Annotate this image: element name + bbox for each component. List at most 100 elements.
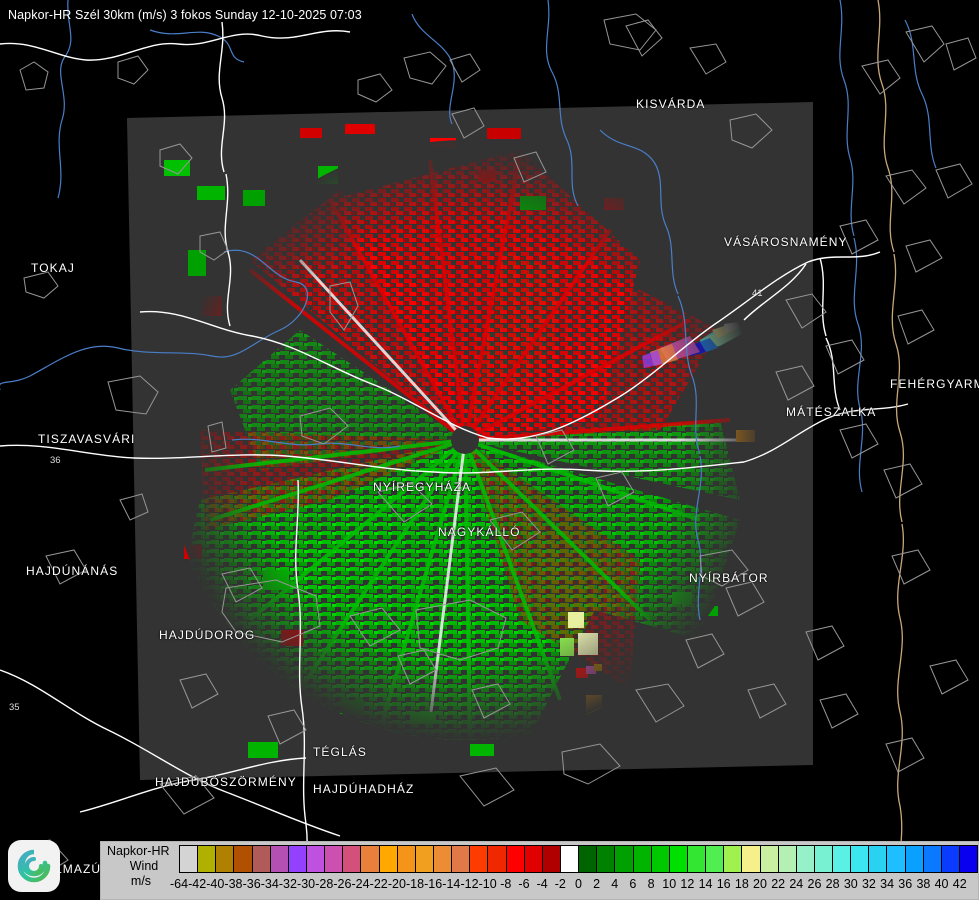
legend-tick-text: 14 [698, 877, 713, 891]
legend-tick-text: 8 [647, 877, 655, 891]
color-scale-legend: Napkor-HR Wind m/s -64 -42 -40 -38 -36 -34 -32… [100, 841, 979, 900]
legend-swatch [234, 846, 253, 872]
legend-tick-text: 26 [807, 877, 822, 891]
echo-radial-spokes [204, 154, 740, 740]
legend-tick: -18 [406, 874, 433, 896]
legend-tick-text: 2 [593, 877, 601, 891]
legend-swatch [814, 846, 834, 872]
legend-swatch [325, 846, 344, 872]
legend-tick: -64 [170, 874, 197, 896]
legend-tick: -20 [388, 874, 415, 896]
legend-tick-text: -32 [278, 877, 297, 891]
legend-tick-text: 4 [611, 877, 619, 891]
legend-swatch [833, 846, 852, 872]
city-label: HAJDÚBÖSZÖRMÉNY [155, 775, 297, 789]
legend-tick: 22 [771, 874, 796, 896]
legend-tick: -16 [424, 874, 451, 896]
legend-swatch [905, 846, 924, 872]
legend-tick: -42 [188, 874, 215, 896]
legend-swatch [524, 846, 543, 872]
legend-tick-text: -28 [315, 877, 334, 891]
legend-tick: 34 [880, 874, 905, 896]
legend-tick: 12 [680, 874, 705, 896]
legend-tick: -2 [555, 874, 578, 896]
city-label: FEHÉRGYARMAT [890, 377, 979, 391]
legend-swatch [941, 846, 961, 872]
legend-swatch [579, 846, 598, 872]
road-number-label: 35 [9, 702, 20, 713]
city-label: HAJDÚHADHÁZ [313, 782, 415, 796]
legend-swatch [869, 846, 888, 872]
legend-tick-text: -16 [424, 877, 443, 891]
legend-swatch [687, 846, 707, 872]
legend-tick: 42 [953, 874, 978, 896]
legend-swatch [397, 846, 416, 872]
legend-swatch [851, 846, 870, 872]
legend-tick-text: 10 [662, 877, 677, 891]
legend-tick-text: -12 [460, 877, 479, 891]
legend-swatch [488, 846, 507, 872]
city-label: TÉGLÁS [313, 745, 367, 759]
legend-tick-text: -10 [478, 877, 497, 891]
legend-tick-text: 38 [916, 877, 931, 891]
legend-swatch [379, 846, 398, 872]
legend-tick: 28 [826, 874, 851, 896]
legend-swatch [270, 846, 289, 872]
legend-swatch [506, 846, 525, 872]
legend-swatch [252, 846, 271, 872]
legend-tick-text: -18 [405, 877, 425, 891]
legend-tick-text: -6 [518, 877, 530, 891]
legend-swatch [361, 846, 380, 872]
city-label: NAGYKÁLLÓ [438, 525, 521, 539]
legend-tick-text: -42 [188, 877, 207, 891]
legend-unit-label: m/s [130, 874, 152, 888]
city-label: TOKAJ [31, 261, 75, 275]
legend-site-label: Napkor-HR [107, 844, 170, 858]
legend-swatch [433, 846, 453, 872]
city-label: NYÍRBÁTOR [689, 571, 769, 585]
legend-tick-text: -34 [260, 877, 279, 891]
legend-tick: 18 [735, 874, 760, 896]
legend-tick-text: 12 [680, 877, 695, 891]
legend-tick: -40 [206, 874, 233, 896]
legend-tick: 14 [699, 874, 724, 896]
roads-primary [0, 21, 909, 900]
legend-tick-text: 6 [629, 877, 637, 891]
legend-tick: -28 [315, 874, 342, 896]
city-label: KISVÁRDA [636, 97, 706, 111]
legend-tick: -24 [352, 874, 379, 896]
city-label: MÁTÉSZALKA [786, 405, 877, 419]
page-title: Napkor-HR Szél 30km (m/s) 3 fokos Sunday… [8, 8, 362, 22]
legend-swatch [706, 846, 725, 872]
city-label: HAJDÚDOROG [159, 628, 256, 642]
legend-swatch [796, 846, 815, 872]
legend-swatch [560, 846, 580, 872]
legend-swatch [343, 846, 362, 872]
app-logo [8, 840, 60, 892]
legend-tick-text: -38 [224, 877, 243, 891]
city-label: NYÍREGYHÁZA [373, 480, 472, 494]
legend-swatch [542, 846, 561, 872]
city-label: VÁSÁROSNAMÉNY [724, 235, 848, 249]
legend-swatch [633, 846, 652, 872]
legend-swatch [651, 846, 670, 872]
legend-tick-text: -30 [297, 877, 316, 891]
legend-tick-text: 32 [861, 877, 876, 891]
spiral-icon [17, 849, 51, 883]
legend-tick: 10 [662, 874, 687, 896]
legend-tick-text: 36 [898, 877, 913, 891]
legend-tick: -30 [297, 874, 324, 896]
legend-swatch [742, 846, 761, 872]
legend-tick-text: 20 [753, 877, 767, 891]
city-label: HAJDÚNÁNÁS [26, 564, 119, 578]
legend-swatch [724, 846, 743, 872]
echo-outer-scatter [164, 124, 755, 758]
road-number-label: 41 [752, 288, 763, 299]
logo-plate [8, 840, 60, 892]
legend-tick: -38 [224, 874, 251, 896]
legend-swatch [669, 846, 688, 872]
legend-tick-text: -22 [369, 877, 388, 891]
legend-tick-text: 30 [843, 877, 858, 891]
legend-tick-text: 18 [734, 877, 749, 891]
legend-swatch [615, 846, 634, 872]
